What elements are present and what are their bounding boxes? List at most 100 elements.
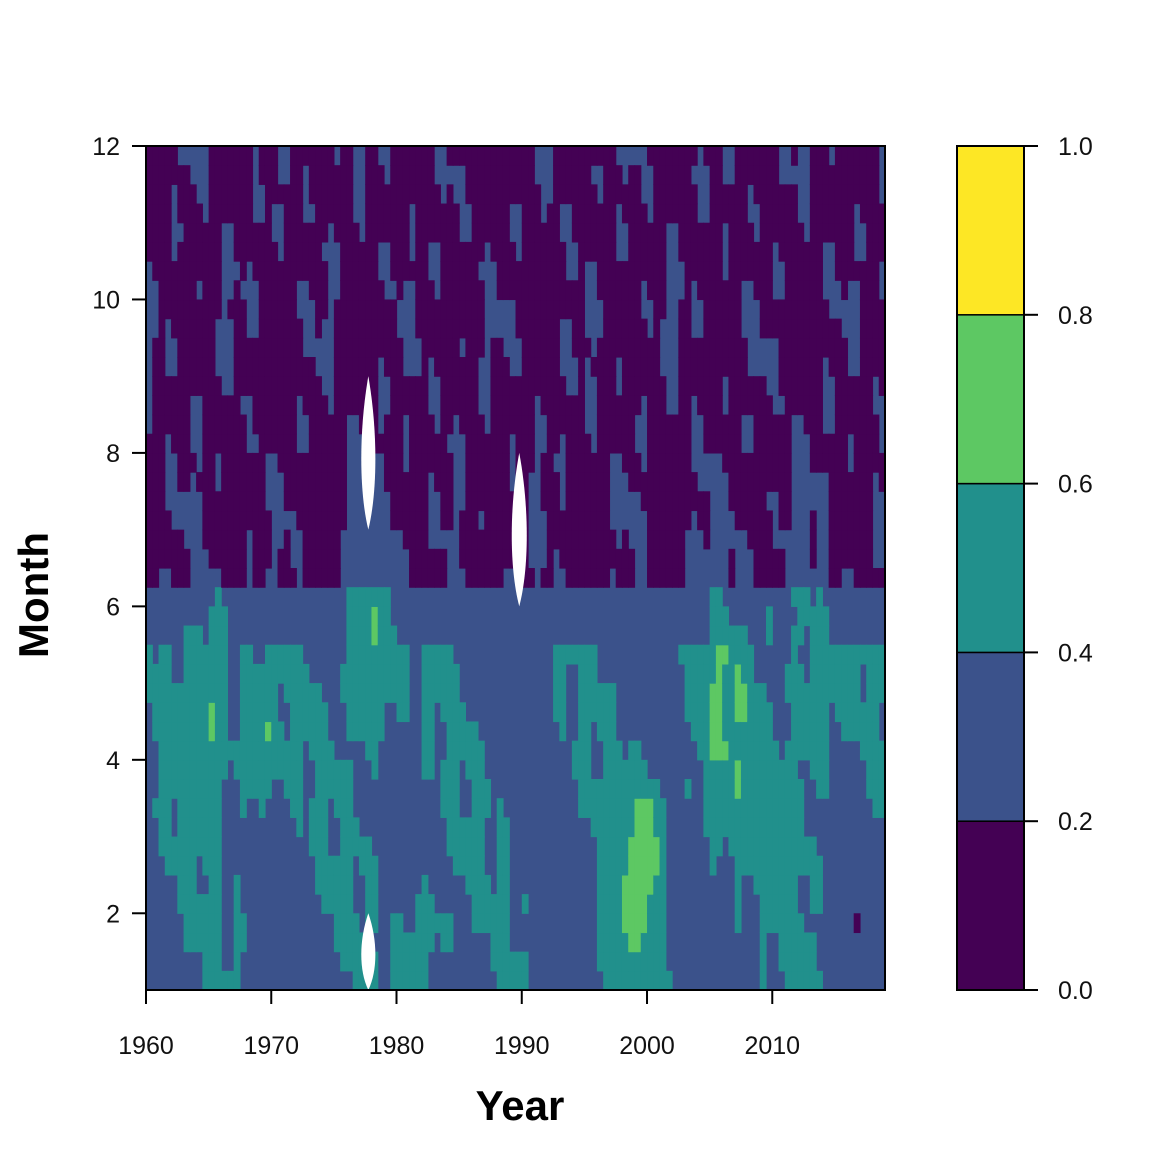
contour-cell xyxy=(791,932,798,953)
contour-cell xyxy=(659,376,667,396)
contour-cell xyxy=(283,184,291,205)
contour-cell xyxy=(296,472,304,492)
contour-cell xyxy=(465,165,473,185)
contour-cell xyxy=(709,241,717,262)
contour-cell xyxy=(290,414,297,435)
contour-cell xyxy=(177,184,185,205)
contour-cell xyxy=(496,913,504,934)
contour-cell xyxy=(340,894,348,914)
contour-cell xyxy=(609,414,617,435)
contour-cell xyxy=(221,510,229,531)
contour-cell xyxy=(640,491,648,512)
contour-cell xyxy=(164,222,172,243)
contour-cell xyxy=(659,222,667,243)
contour-cell xyxy=(709,625,717,646)
contour-cell xyxy=(415,318,423,339)
contour-cell xyxy=(490,222,498,243)
contour-cell xyxy=(653,241,661,262)
contour-cell xyxy=(546,472,554,492)
contour-cell xyxy=(308,222,316,243)
contour-cell xyxy=(615,568,623,588)
contour-cell xyxy=(277,452,285,473)
contour-cell xyxy=(202,318,210,339)
contour-cell xyxy=(214,855,222,876)
contour-cell xyxy=(722,280,730,301)
contour-cell xyxy=(352,606,360,627)
contour-cell xyxy=(684,414,692,435)
contour-cell xyxy=(853,433,861,454)
contour-cell xyxy=(208,874,216,895)
contour-cell xyxy=(828,548,836,569)
contour-cell xyxy=(196,798,203,818)
contour-cell xyxy=(640,222,648,243)
contour-cell xyxy=(296,759,304,780)
contour-cell xyxy=(202,510,210,531)
contour-cell xyxy=(571,491,579,512)
contour-cell xyxy=(333,414,341,435)
contour-cell xyxy=(396,357,404,377)
contour-cell xyxy=(296,721,304,742)
contour-cell xyxy=(740,855,748,876)
contour-cell xyxy=(471,874,479,895)
contour-cell xyxy=(609,376,617,396)
contour-cell xyxy=(797,817,805,838)
contour-cell xyxy=(816,395,823,416)
contour-cell xyxy=(797,951,805,972)
contour-cell xyxy=(753,836,761,857)
contour-cell xyxy=(346,222,354,243)
contour-cell xyxy=(352,663,360,684)
contour-cell xyxy=(171,280,178,301)
contour-cell xyxy=(872,452,880,473)
contour-cell xyxy=(653,894,661,914)
contour-cell xyxy=(603,184,611,205)
contour-cell xyxy=(678,548,686,569)
contour-cell xyxy=(571,318,579,339)
contour-cell xyxy=(446,644,454,665)
contour-cell xyxy=(239,452,247,473)
contour-cell xyxy=(766,817,773,838)
contour-cell xyxy=(584,222,592,243)
contour-cell xyxy=(791,318,798,339)
contour-cell xyxy=(171,568,178,588)
contour-cell xyxy=(409,491,416,512)
contour-cell xyxy=(734,357,742,377)
contour-cell xyxy=(496,376,504,396)
contour-cell xyxy=(290,318,297,339)
contour-cell xyxy=(283,414,291,435)
contour-cell xyxy=(214,414,222,435)
contour-cell xyxy=(502,951,510,972)
contour-cell xyxy=(647,894,654,914)
contour-cell xyxy=(690,376,698,396)
contour-cell xyxy=(208,203,216,224)
contour-cell xyxy=(534,318,542,339)
contour-cell xyxy=(784,913,792,934)
contour-cell xyxy=(446,395,454,416)
contour-cell xyxy=(647,452,654,473)
contour-cell xyxy=(759,510,767,531)
contour-cell xyxy=(653,510,661,531)
contour-cell xyxy=(759,683,767,703)
contour-cell xyxy=(703,702,711,723)
contour-cell xyxy=(383,318,391,339)
contour-cell xyxy=(734,913,742,934)
contour-cell xyxy=(728,625,736,646)
contour-cell xyxy=(603,855,611,876)
contour-cell xyxy=(753,395,761,416)
contour-cell xyxy=(534,280,542,301)
contour-cell xyxy=(853,510,861,531)
contour-cell xyxy=(659,146,667,166)
contour-cell xyxy=(797,376,805,396)
contour-cell xyxy=(784,894,792,914)
contour-cell xyxy=(740,165,748,185)
contour-cell xyxy=(340,663,348,684)
contour-cell xyxy=(559,299,567,320)
contour-cell xyxy=(553,241,560,262)
contour-cell xyxy=(371,376,379,396)
contour-cell xyxy=(797,683,805,703)
contour-cell xyxy=(183,318,191,339)
contour-cell xyxy=(853,683,861,703)
contour-cell xyxy=(164,663,172,684)
contour-cell xyxy=(784,970,792,990)
contour-cell xyxy=(296,702,304,723)
contour-cell xyxy=(596,683,604,703)
